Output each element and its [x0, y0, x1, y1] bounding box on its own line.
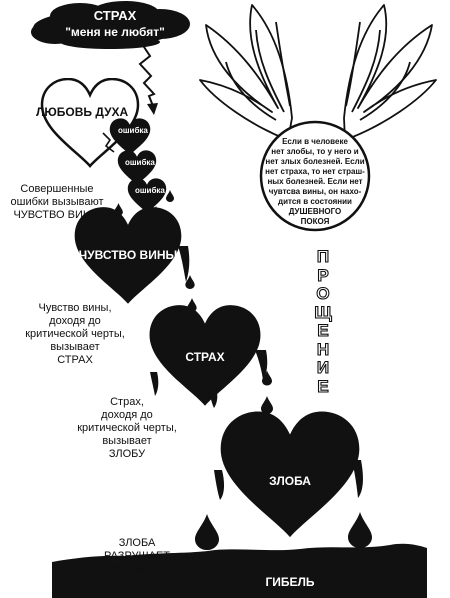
mistake-label-3: ошибка	[135, 186, 165, 195]
note-line: СТРАХ	[57, 354, 93, 366]
lightning-bolt	[138, 43, 156, 107]
circle-line: нет злых болезней. Если	[265, 157, 365, 166]
note-line: вызывает	[102, 435, 152, 447]
note-fear-anger: Страх, доходя до критической черты, вызы…	[72, 396, 182, 461]
note-line: ЗЛОБУ	[108, 448, 146, 460]
circle-line: нет злобы, то у него и	[271, 147, 359, 156]
note-line: ЧУВСТВО ВИНЫ	[13, 209, 101, 221]
doom-label: ГИБЕЛЬ	[265, 575, 315, 589]
heart-crack	[102, 132, 115, 153]
wings	[199, 4, 437, 141]
peace-circle	[259, 120, 371, 232]
circle-line: ных болезней. Если нет	[267, 177, 363, 186]
circle-line: ПОКОЯ	[300, 217, 330, 226]
note-line: Совершенные	[20, 183, 94, 195]
anger-heart-label: ЗЛОБА	[269, 474, 311, 488]
circle-line: нет страха, то нет страш-	[265, 167, 365, 176]
note-line: доходя до	[101, 409, 153, 421]
peace-circle-text: Если в человеке нет злобы, то у него и н…	[265, 137, 365, 227]
note-anger-destroys: ЗЛОБА РАЗРУШАЕТ ЧЕЛОВЕКА	[82, 537, 192, 576]
drop-stream	[261, 396, 273, 414]
cloud-title: СТРАХ	[93, 8, 137, 23]
vertical-letter: Н	[316, 339, 330, 359]
guilt-drips	[178, 246, 190, 282]
love-spirit-label: ЛЮБОВЬ ДУХА	[36, 105, 129, 119]
vertical-letter: П	[316, 247, 330, 266]
vertical-letter: Е	[317, 376, 329, 396]
note-line: доходя до	[49, 315, 101, 327]
note-line: критической черты,	[25, 328, 125, 340]
forgiveness-vertical-word: П Р О Щ Е Н И Е	[311, 247, 335, 396]
note-line: вызывает	[50, 341, 100, 353]
note-line: РАЗРУШАЕТ ЧЕЛОВЕКА	[103, 550, 171, 575]
vertical-letter: Р	[317, 265, 329, 285]
fear-cloud	[31, 1, 190, 49]
big-drop	[348, 512, 372, 548]
mistake-label-2: ошибка	[125, 158, 155, 167]
big-drop	[195, 514, 219, 550]
vertical-letter: Щ	[314, 302, 332, 322]
note-line: критической черты,	[77, 422, 177, 434]
circle-line: чувтсва вины, он нахо-	[268, 187, 362, 196]
note-line: ЗЛОБА	[118, 537, 156, 549]
fear-heart-label: СТРАХ	[185, 350, 225, 364]
note-line: ошибки вызывают	[10, 196, 104, 208]
note-guilt-fear: Чувство вины, доходя до критической черт…	[20, 302, 130, 367]
vertical-letter: И	[316, 358, 330, 377]
lightning-arrowhead	[147, 103, 158, 115]
mistake-label-1: ошибка	[118, 126, 148, 135]
circle-line: ДУШЕВНОГО	[288, 207, 342, 216]
small-drop	[166, 190, 174, 202]
circle-line: Если в человеке	[282, 137, 348, 146]
circle-line: дится в состоянии	[278, 197, 352, 206]
guilt-heart-label: ЧУВСТВО ВИНЫ	[78, 248, 178, 262]
note-errors-guilt: Совершенные ошибки вызывают ЧУВСТВО ВИНЫ	[2, 183, 112, 222]
note-line: Страх,	[110, 396, 144, 408]
vertical-letter: Е	[317, 321, 329, 340]
ground-mass	[52, 543, 427, 598]
note-line: Чувство вины,	[38, 302, 112, 314]
cloud-subtitle: "меня не любят"	[65, 25, 165, 39]
vertical-letter: О	[316, 284, 330, 303]
